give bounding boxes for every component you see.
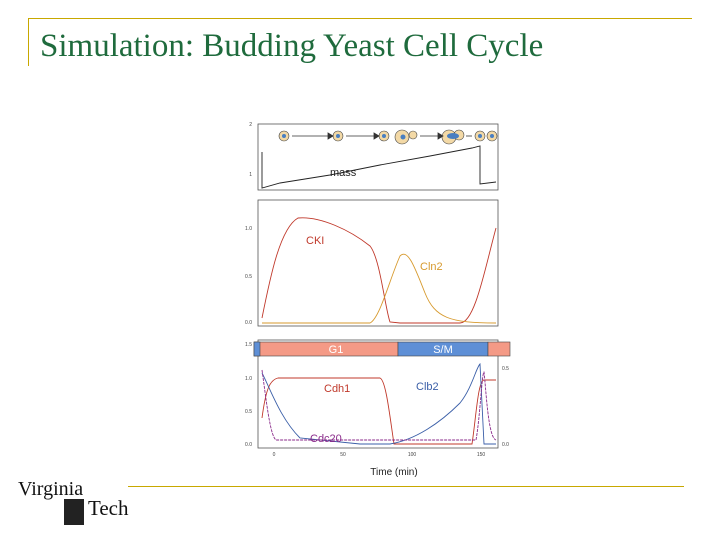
cdc20-series-label: Cdc20 xyxy=(310,433,342,445)
cell-icon xyxy=(408,130,418,140)
cell-cycle-figure: 2 1 mass 1.0 0.5 0.0 CKI Cln2 xyxy=(245,122,511,478)
cki-y-tick-1.0: 1.0 xyxy=(245,226,252,232)
mass-series-label: mass xyxy=(330,167,357,179)
phase-bar-g1-next xyxy=(487,341,511,357)
cln2-series-label: Cln2 xyxy=(420,261,443,273)
cki-curve xyxy=(261,217,497,324)
phase-label-g1: G1 xyxy=(329,344,344,356)
frame-bottom-rule xyxy=(128,486,684,487)
x-axis-label: Time (min) xyxy=(370,467,417,478)
cell-nucleus xyxy=(282,134,286,138)
mass-curve xyxy=(261,145,497,189)
logo-word-tech: Tech xyxy=(88,496,129,520)
phase-bar-g1 xyxy=(253,341,399,357)
cdh1-series-label: Cdh1 xyxy=(324,383,350,395)
cdh1-y-tick-1.0: 1.0 xyxy=(245,376,252,382)
cki-y-tick-0.5: 0.5 xyxy=(245,274,252,280)
right-y-tick-0.5: 0.5 xyxy=(502,366,509,372)
cki-series-label: CKI xyxy=(306,235,324,247)
virginia-tech-logo: Virginia Tech xyxy=(18,478,138,530)
clb2-curve xyxy=(261,362,496,445)
phase-bar-start xyxy=(253,341,261,357)
cell-nucleus xyxy=(478,134,482,138)
cdh1-panel-frame xyxy=(257,339,499,449)
mass-y-tick-2: 2 xyxy=(249,122,252,128)
arrow-head xyxy=(373,132,380,140)
frame-left-rule xyxy=(28,18,29,66)
cell-nucleus xyxy=(447,133,459,139)
x-tick-100: 100 xyxy=(408,452,417,458)
cki-y-tick-0.0: 0.0 xyxy=(245,320,252,326)
cdh1-y-tick-0.5: 0.5 xyxy=(245,409,252,415)
cell-arrows xyxy=(292,132,472,140)
cdh1-y-tick-1.5: 1.5 xyxy=(245,342,252,348)
x-tick-150: 150 xyxy=(477,452,486,458)
logo-shield-icon xyxy=(64,499,84,525)
arrow-head xyxy=(437,132,444,140)
cell-icons xyxy=(278,129,498,145)
mass-y-tick-1: 1 xyxy=(249,172,252,178)
cki-panel-frame xyxy=(257,199,499,327)
x-tick-50: 50 xyxy=(340,452,346,458)
logo-word-virginia: Virginia xyxy=(18,478,84,500)
mass-panel-frame xyxy=(257,123,499,191)
frame-top-rule xyxy=(28,18,692,19)
phase-label-sm: S/M xyxy=(433,344,453,356)
cdh1-y-tick-0.0: 0.0 xyxy=(245,442,252,448)
cdh1-curve xyxy=(261,377,496,445)
cdc20-curve xyxy=(261,369,497,441)
cln2-curve xyxy=(262,253,497,324)
arrow-head xyxy=(327,132,334,140)
slide-title: Simulation: Budding Yeast Cell Cycle xyxy=(40,28,544,64)
cell-nucleus xyxy=(400,134,406,140)
cell-nucleus xyxy=(336,134,340,138)
clb2-series-label: Clb2 xyxy=(416,381,439,393)
cell-nucleus xyxy=(382,134,386,138)
right-y-tick-0.0: 0.0 xyxy=(502,442,509,448)
cell-nucleus xyxy=(490,134,494,138)
x-tick-0: 0 xyxy=(273,452,276,458)
